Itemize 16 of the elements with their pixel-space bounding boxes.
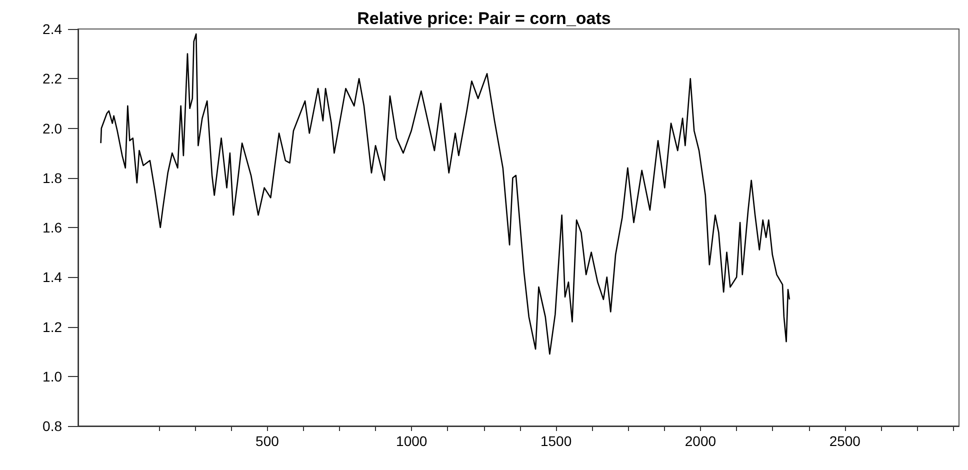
line-series — [100, 33, 790, 355]
x-tick-label: 2000 — [684, 433, 716, 449]
y-tick-label: 1.6 — [42, 220, 62, 236]
y-tick-label: 1.4 — [42, 269, 62, 286]
y-tick-label: 2.2 — [42, 70, 62, 87]
x-tick-label: 1000 — [396, 433, 428, 449]
chart-title: Relative price: Pair = corn_oats — [357, 9, 611, 28]
x-tick-label: 500 — [256, 433, 280, 449]
y-tick-label: 2.0 — [42, 120, 62, 136]
y-tick-label: 1.2 — [42, 318, 62, 335]
y-tick-label: 0.8 — [42, 418, 62, 434]
y-tick-label: 1.8 — [42, 170, 62, 186]
y-tick-label: 2.4 — [42, 21, 62, 37]
y-tick-label: 1.0 — [42, 368, 62, 384]
x-tick-label: 2500 — [829, 433, 861, 449]
x-tick-label: 1500 — [540, 433, 572, 449]
